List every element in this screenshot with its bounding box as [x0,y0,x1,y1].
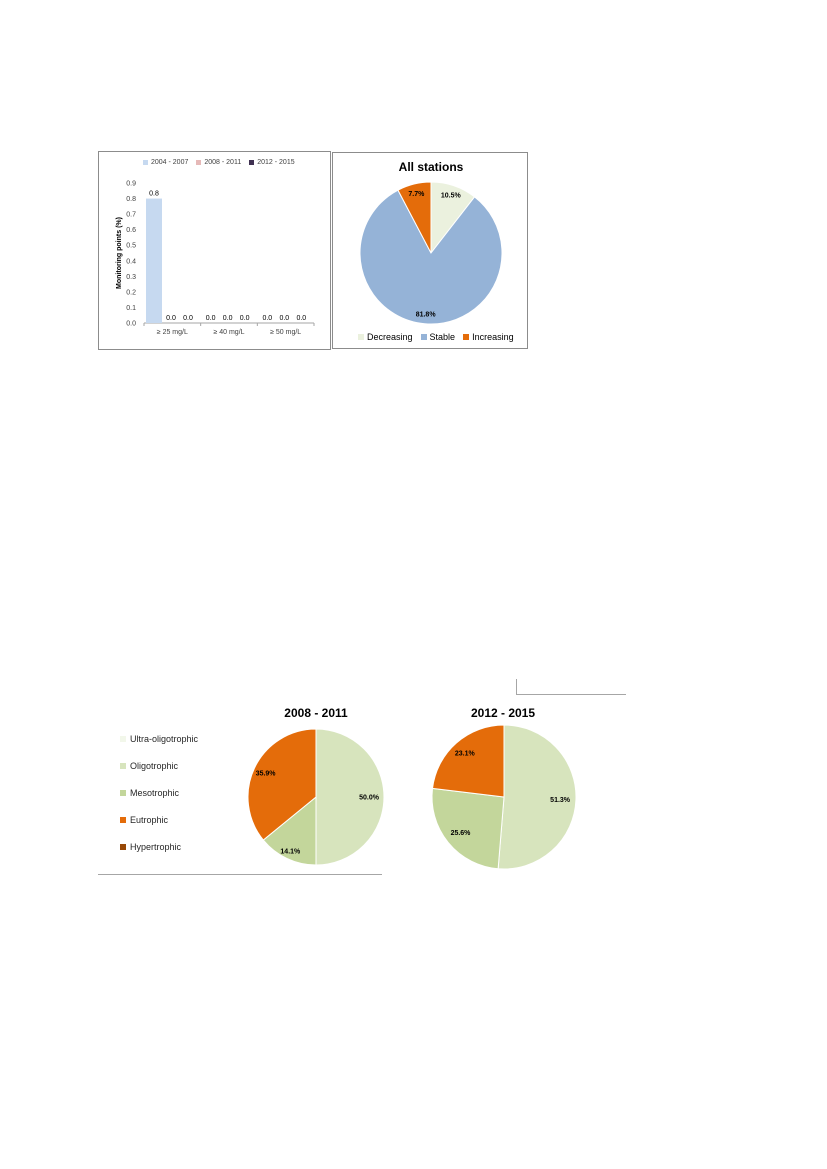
data-label: 35.9% [256,771,277,778]
pie-title: 2008 - 2011 [284,706,348,720]
data-label: 14.1% [280,849,301,856]
bar [146,198,162,323]
legend-swatch [196,160,202,165]
data-label: 51.3% [550,797,571,804]
pie-slice [397,181,432,254]
data-label: 50.0% [359,795,380,802]
data-label: 0.8 [149,191,159,198]
y-tick-label: 0.2 [126,289,136,296]
data-label: 0.0 [296,315,306,322]
all-stations-pie: 10.5% 81.8% 7.7% [359,181,503,325]
legend-swatch [120,762,126,769]
y-tick-label: 0.1 [126,305,136,312]
bar-chart-panel: 2004 - 2007 2008 - 2011 2012 - 2015 Moni… [98,151,331,350]
legend-item: Eutrophic [120,806,198,833]
data-label: 7.7% [408,191,425,198]
legend-item: 2004 - 2007 [143,159,188,166]
trophic-legend: Ultra-oligotrophic Oligotrophic Mesotrop… [120,725,198,860]
data-label: 10.5% [441,193,462,200]
legend-label: 2004 - 2007 [151,159,189,166]
data-label: 0.0 [240,315,250,322]
pie-title: All stations [398,160,464,174]
legend-label: Eutrophic [130,814,169,825]
frame-line [516,679,517,694]
data-label: 0.0 [223,315,233,322]
y-tick-label: 0.4 [126,258,136,265]
pie-slice [315,728,385,866]
pie-slice [359,189,503,325]
legend-item: Hypertrophic [120,833,198,860]
x-tick-label: ≥ 50 mg/L [270,329,301,336]
pie-slice [431,787,505,870]
pie-slice [497,724,577,870]
y-tick-label: 0.8 [126,196,136,203]
data-label: 0.0 [262,315,272,322]
y-tick-label: 0.3 [126,274,136,281]
legend-item: 2012 - 2015 [249,159,295,166]
data-label: 81.8% [416,311,437,318]
legend-item: Stable [420,332,456,342]
legend-label: Ultra-oligotrophic [130,733,199,744]
legend-swatch [463,334,470,340]
bar-chart-legend: 2004 - 2007 2008 - 2011 2012 - 2015 [143,159,303,166]
legend-label: Oligotrophic [130,760,179,771]
legend-label: 2012 - 2015 [257,159,295,166]
legend-item: Ultra-oligotrophic [120,725,198,752]
frame-line [516,694,626,695]
legend-swatch [120,789,126,796]
data-label: 25.6% [451,830,472,837]
legend-swatch [143,160,148,165]
pie-slice [262,795,317,866]
y-tick-label: 0.6 [126,227,136,234]
legend-swatch [358,334,364,340]
y-tick-label: 0.0 [126,321,136,328]
trophic-pie-2008-2011: 50.0% 14.1% 35.9% [247,728,385,866]
legend-label: Hypertrophic [130,841,182,852]
data-label: 0.0 [206,315,216,322]
legend-label: Mesotrophic [130,787,180,798]
legend-label: Increasing [472,332,514,342]
legend-swatch [120,816,126,823]
trophic-pie-2012-2015: 51.3% 25.6% 23.1% [431,724,577,870]
legend-swatch [249,160,255,165]
y-tick-label: 0.9 [126,181,136,188]
legend-swatch [420,334,427,340]
data-label: 0.0 [183,315,193,322]
legend-item: Mesotrophic [120,779,198,806]
pie-slice [247,728,317,841]
legend-swatch [120,735,126,742]
data-label: 23.1% [455,750,476,757]
pie-title: 2012 - 2015 [470,706,536,720]
y-tick-label: 0.5 [126,243,136,250]
legend-swatch [120,843,126,850]
legend-item: Oligotrophic [120,752,198,779]
pie-legend: Decreasing Stable Increasing [358,332,522,342]
data-label: 0.0 [166,315,176,322]
pie-slice [431,724,505,798]
legend-item: Decreasing [358,332,413,342]
legend-label: Decreasing [367,332,413,342]
legend-label: 2008 - 2011 [204,159,242,166]
data-label: 0.0 [279,315,289,322]
y-axis-label: Monitoring points (%) [116,217,123,289]
y-tick-label: 0.7 [126,212,136,219]
frame-line [98,874,382,875]
legend-label: Stable [429,332,456,342]
legend-item: Increasing [463,332,514,342]
bar-chart-plot: Monitoring points (%) 0.0 0.1 0.2 0.3 0.4 0.5 0… [116,181,315,336]
x-tick-label: ≥ 25 mg/L [157,329,188,336]
x-tick-label: ≥ 40 mg/L [213,329,244,336]
legend-item: 2008 - 2011 [196,159,241,166]
all-stations-pie-panel: All stations 10.5% 81.8% 7.7% Decreasing S… [332,152,528,349]
